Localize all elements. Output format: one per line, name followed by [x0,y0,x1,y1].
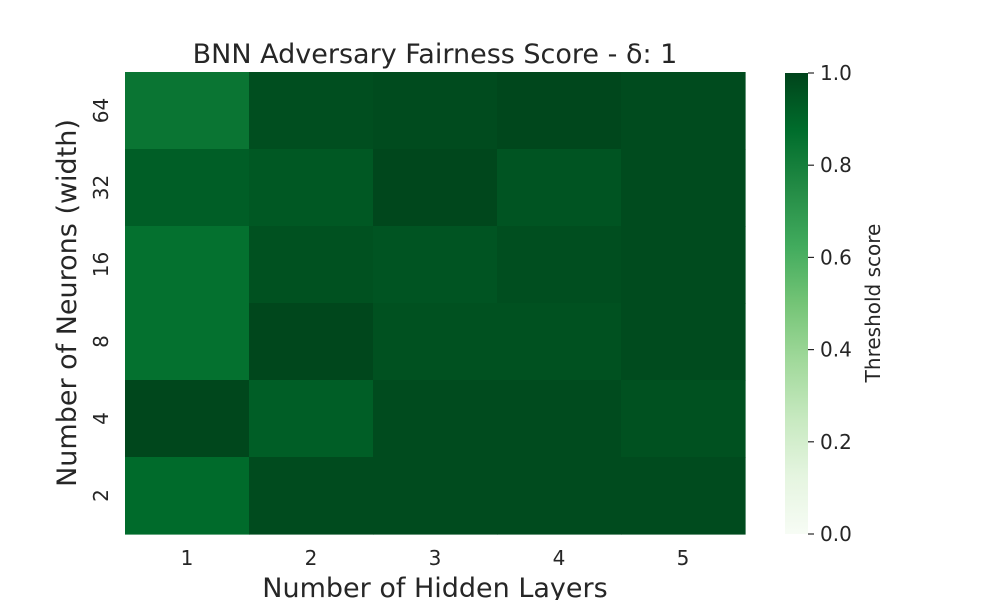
x-tick-label: 4 [553,546,566,570]
heatmap-cell-8-4 [497,303,622,381]
heatmap-cell-32-4 [497,149,622,227]
heatmap-cell-8-1 [125,303,250,381]
heatmap-cell-16-5 [621,226,746,304]
colorbar-tick-label: 0.8 [820,153,852,177]
x-tick-label: 5 [677,546,690,570]
colorbar-ticks: 0.0 0.2 0.4 0.6 0.8 1.0 [808,61,852,546]
heatmap-cell-64-1 [125,72,250,150]
heatmap-cell-16-1 [125,226,250,304]
heatmap-cell-16-2 [249,226,374,304]
heatmap-cell-8-2 [249,303,374,381]
heatmap-cell-16-4 [497,226,622,304]
y-tick-label: 64 [89,98,113,123]
x-axis-label: Number of Hidden Layers [262,573,607,600]
heatmap-cell-2-5 [621,457,746,535]
x-tick-label: 2 [305,546,318,570]
x-tick-labels: 1 2 3 4 5 [181,546,690,570]
x-tick-label: 3 [429,546,442,570]
colorbar-tick-label: 1.0 [820,61,852,85]
heatmap-cell-2-2 [249,457,374,535]
heatmap-cell-64-5 [621,72,746,150]
heatmap-cell-4-5 [621,380,746,458]
heatmap-cell-4-2 [249,380,374,458]
y-tick-label: 2 [89,489,113,502]
y-tick-label: 16 [89,252,113,277]
chart-title: BNN Adversary Fairness Score - δ: 1 [193,39,678,70]
heatmap-cell-16-3 [373,226,498,304]
heatmap-cell-64-2 [249,72,374,150]
heatmap-cell-64-4 [497,72,622,150]
heatmap-cells [125,72,746,535]
heatmap-cell-32-2 [249,149,374,227]
y-tick-label: 4 [89,412,113,425]
colorbar-tick-label: 0.2 [820,430,852,454]
y-tick-label: 8 [89,335,113,348]
heatmap-cell-32-3 [373,149,498,227]
y-tick-labels: 64 32 16 8 4 2 [89,98,113,502]
heatmap-cell-8-3 [373,303,498,381]
heatmap-cell-2-1 [125,457,250,535]
colorbar-label: Threshold score [861,224,885,384]
y-tick-label: 32 [89,175,113,200]
heatmap-cell-32-1 [125,149,250,227]
heatmap-cell-64-3 [373,72,498,150]
heatmap-cell-4-1 [125,380,250,458]
colorbar-tick-label: 0.0 [820,522,852,546]
colorbar-tick-label: 0.6 [820,245,852,269]
heatmap-cell-32-5 [621,149,746,227]
heatmap-cell-4-3 [373,380,498,458]
heatmap-cell-4-4 [497,380,622,458]
y-axis-label: Number of Neurons (width) [52,119,83,487]
heatmap-cell-8-5 [621,303,746,381]
colorbar [785,73,808,534]
x-tick-label: 1 [181,546,194,570]
heatmap-cell-2-4 [497,457,622,535]
heatmap-cell-2-3 [373,457,498,535]
colorbar-tick-label: 0.4 [820,338,852,362]
